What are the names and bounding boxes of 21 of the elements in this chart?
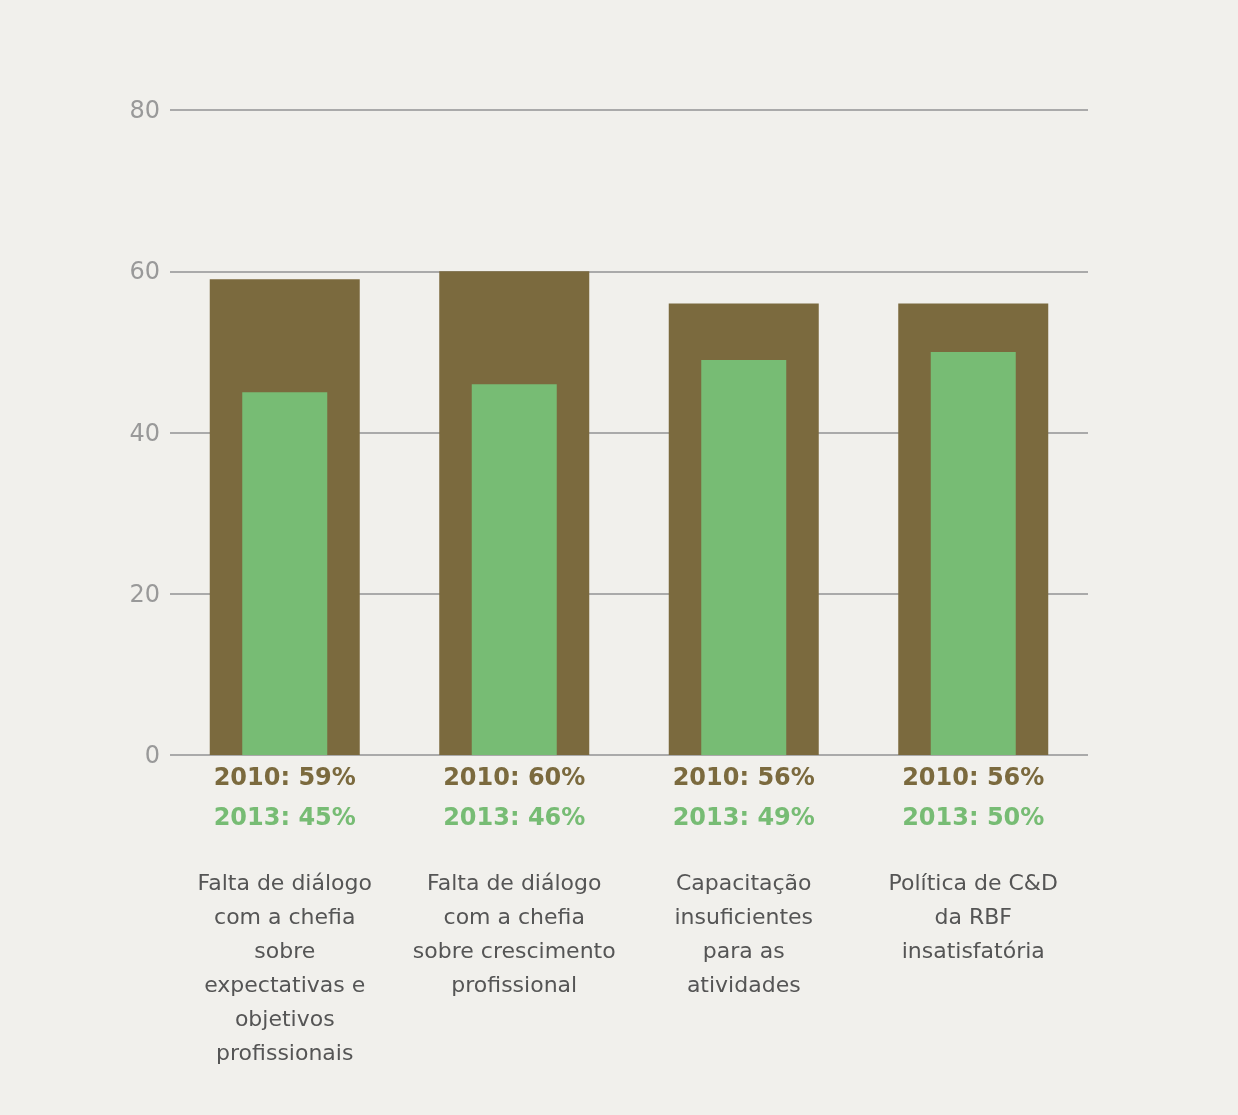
bar (471, 384, 557, 755)
y-tick-label: 20 (129, 579, 160, 608)
x-tick-label: Falta de diálogo com a chefia sobre expectativas e objetivos profissionais (197, 869, 372, 1065)
data-label: 2010: 56% (672, 763, 815, 791)
data-label: 2013: 45% (213, 803, 356, 831)
data-label: 2010: 60% (443, 763, 586, 791)
bar (242, 392, 328, 755)
x-tick-label: Capacitação insuficientes para as atividades (674, 869, 814, 997)
data-label: 2013: 46% (443, 803, 586, 831)
data-label: 2010: 56% (902, 763, 1045, 791)
x-tick-label: Política de C&D da RBF insatisfatória (888, 869, 1058, 963)
data-label: 2013: 50% (902, 803, 1045, 831)
data-label: 2010: 59% (213, 763, 356, 791)
y-tick-label: 80 (129, 96, 160, 124)
data-label: 2013: 49% (672, 803, 815, 831)
y-tick-label: 60 (129, 257, 160, 286)
bar (701, 359, 787, 755)
x-tick-label: Falta de diálogo com a chefia sobre crescimento profissional (412, 869, 616, 997)
y-tick-label: 40 (129, 418, 160, 447)
y-tick-label: 0 (144, 741, 160, 769)
bar (930, 351, 1016, 755)
